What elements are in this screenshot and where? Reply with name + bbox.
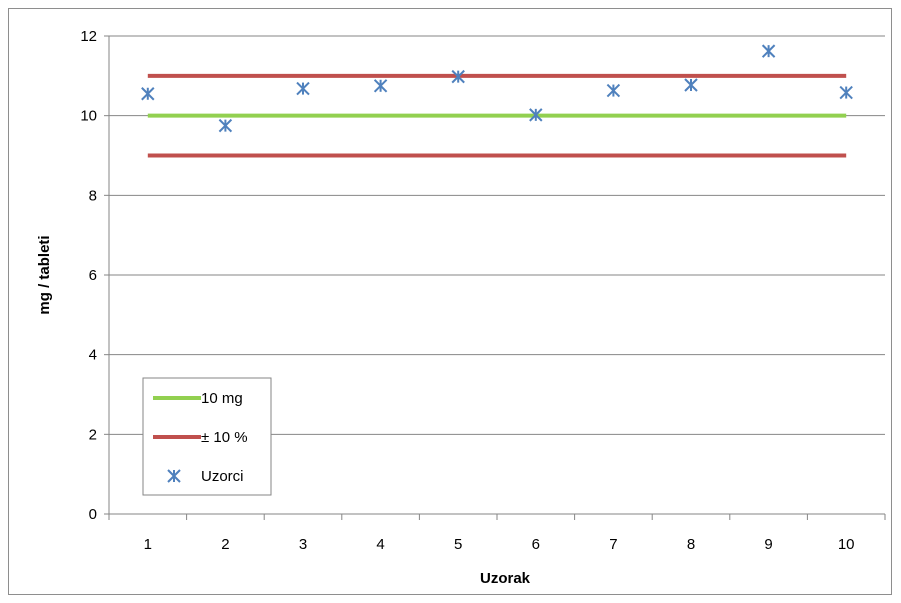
data-point-2 (218, 118, 233, 133)
legend-label-0: 10 mg (201, 390, 243, 407)
x-tick-label-5: 5 (454, 536, 462, 553)
x-tick-label-2: 2 (221, 536, 229, 553)
x-tick-label-4: 4 (376, 536, 384, 553)
x-tick-label-3: 3 (299, 536, 307, 553)
x-tick-label-8: 8 (687, 536, 695, 553)
data-point-9 (761, 44, 776, 58)
data-point-10 (839, 85, 853, 100)
data-point-1 (141, 87, 155, 101)
x-axis-title: Uzorak (480, 570, 531, 587)
x-tick-label-10: 10 (838, 536, 855, 553)
y-tick-label-6: 6 (89, 267, 97, 284)
chart-frame (8, 8, 892, 595)
y-tick-label-0: 0 (89, 506, 97, 523)
x-tick-label-9: 9 (764, 536, 772, 553)
x-tick-label-7: 7 (609, 536, 617, 553)
data-point-7 (606, 83, 621, 98)
legend-swatch-2 (167, 469, 181, 483)
y-tick-label-4: 4 (89, 347, 97, 364)
x-tick-label-1: 1 (144, 536, 152, 553)
legend-label-1: ± 10 % (201, 429, 248, 446)
x-tick-label-6: 6 (532, 536, 540, 553)
y-tick-label-8: 8 (89, 187, 97, 204)
y-tick-label-10: 10 (80, 108, 97, 125)
data-point-4 (373, 79, 388, 93)
y-tick-label-12: 12 (80, 28, 97, 45)
data-point-6 (529, 108, 543, 122)
data-point-3 (296, 81, 310, 96)
legend-label-2: Uzorci (201, 468, 244, 485)
data-point-5 (451, 69, 465, 84)
data-point-8 (684, 78, 698, 92)
y-axis-title: mg / tableti (36, 235, 53, 314)
y-tick-label-2: 2 (89, 426, 97, 443)
